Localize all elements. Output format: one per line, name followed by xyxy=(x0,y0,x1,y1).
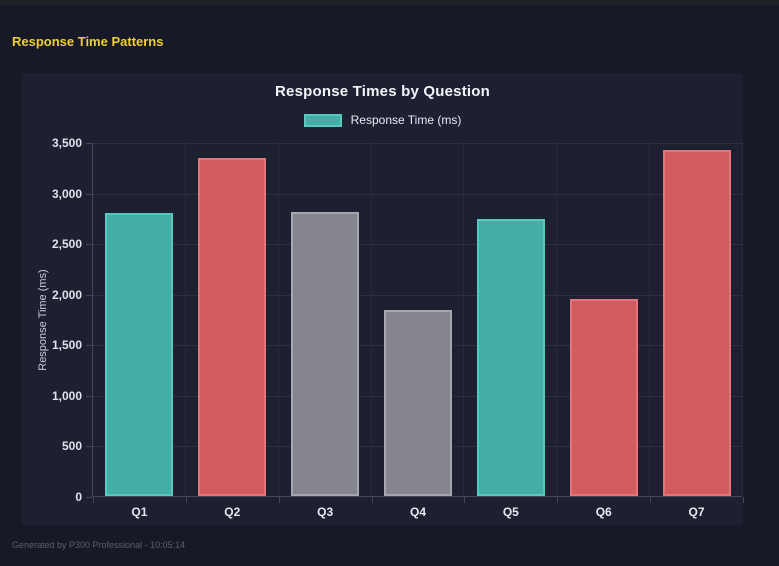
y-tick-mark xyxy=(86,395,92,397)
y-tick-mark xyxy=(86,143,92,144)
gridline-v xyxy=(556,143,558,496)
y-tick-label: 500 xyxy=(61,439,82,454)
x-axis-label: Q5 xyxy=(502,505,519,519)
y-tick-mark xyxy=(86,446,92,448)
y-tick-mark xyxy=(86,345,92,347)
x-tick-mark xyxy=(557,497,559,503)
chart-title: Response Times by Question xyxy=(275,83,490,100)
gridline-h xyxy=(93,193,742,195)
chart-legend[interactable]: Response Time (ms) xyxy=(22,113,743,127)
bar-q2[interactable] xyxy=(198,158,267,496)
gridline-v xyxy=(277,143,279,496)
top-strip xyxy=(0,0,779,5)
gridline-v xyxy=(742,143,743,496)
x-tick-mark xyxy=(650,497,652,503)
x-tick-mark xyxy=(464,497,466,503)
bar-q5[interactable] xyxy=(476,218,545,496)
x-tick-mark xyxy=(93,497,94,503)
y-tick-label: 3,500 xyxy=(51,136,82,150)
page-title: Response Time Patterns xyxy=(12,34,164,49)
x-axis-label: Q3 xyxy=(317,505,334,519)
x-tick-mark xyxy=(371,497,373,503)
x-tick-mark xyxy=(743,497,744,503)
x-axis-label: Q2 xyxy=(224,505,241,519)
y-tick-label: 1,000 xyxy=(51,388,82,403)
x-axis-label: Q7 xyxy=(688,505,705,519)
plot-area xyxy=(86,143,744,503)
footer-text: Generated by P300 Professional - 10:05:1… xyxy=(12,540,186,550)
x-axis-label: Q4 xyxy=(409,505,426,519)
gridline-v xyxy=(463,143,465,496)
x-axis-label: Q1 xyxy=(131,505,148,519)
bar-q1[interactable] xyxy=(105,212,174,496)
gridline-h xyxy=(93,244,742,246)
x-tick-mark xyxy=(278,497,280,503)
y-tick-mark xyxy=(86,193,92,195)
y-tick-mark xyxy=(86,294,92,296)
x-axis-labels: Q1 Q2 Q3 Q4 Q5 Q6 Q7 xyxy=(93,505,743,525)
bar-q3[interactable] xyxy=(291,211,360,496)
x-axis-label: Q6 xyxy=(595,505,612,519)
gridline-v xyxy=(370,143,372,496)
ticks-layer xyxy=(86,143,744,503)
x-tick-mark xyxy=(185,497,187,503)
y-tick-labels: 0 500 1,000 1,500 2,000 2,500 3,000 3,500 xyxy=(22,136,82,504)
gridline-h xyxy=(93,143,742,144)
bar-q6[interactable] xyxy=(569,298,638,496)
gridline-h xyxy=(93,294,742,296)
gridline-v xyxy=(184,143,186,496)
y-tick-label: 0 xyxy=(75,490,82,504)
bar-q4[interactable] xyxy=(384,309,452,496)
legend-label: Response Time (ms) xyxy=(350,113,462,127)
y-tick-label: 2,500 xyxy=(51,237,82,252)
y-tick-label: 2,000 xyxy=(51,287,82,302)
bar-q7[interactable] xyxy=(662,150,731,496)
y-tick-label: 1,500 xyxy=(51,338,82,353)
y-tick-mark xyxy=(86,497,92,498)
legend-swatch xyxy=(303,113,342,127)
chart-panel: Response Times by Question Response Time… xyxy=(22,73,744,525)
gridline-v xyxy=(649,143,651,496)
y-tick-mark xyxy=(86,244,92,246)
y-tick-label: 3,000 xyxy=(51,186,82,201)
bars-layer xyxy=(93,143,742,496)
